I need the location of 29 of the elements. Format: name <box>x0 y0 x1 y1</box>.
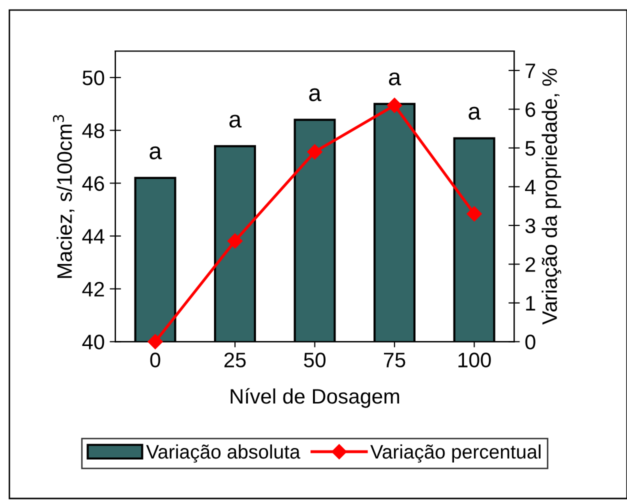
annotation: a <box>388 72 402 86</box>
legend-label: Variação absoluta <box>146 444 300 463</box>
y2-tick-label: 1 <box>526 296 536 310</box>
y-tick-label: 48 <box>82 123 104 138</box>
annotation: a <box>150 146 162 160</box>
y2-tick-label: 4 <box>525 180 536 194</box>
annotation: a <box>468 106 481 120</box>
legend-label: Variação percentual <box>370 444 540 463</box>
y2-tick-label: 0 <box>525 334 536 350</box>
y2-tick-label: 2 <box>526 257 536 272</box>
y-tick-label: 50 <box>82 70 104 86</box>
y2-tick-label: 3 <box>525 218 536 234</box>
x-tick-label: 50 <box>304 352 326 368</box>
y-tick-label: 44 <box>82 229 104 244</box>
y-axis-title: Maciez, s/100cm$^{3}$ <box>52 115 74 278</box>
x-tick-label: 0 <box>150 352 160 368</box>
annotation: a <box>309 88 322 102</box>
annotation: a <box>229 114 242 128</box>
x-tick-label: 100 <box>458 352 491 368</box>
y-tick-label: 46 <box>82 176 104 191</box>
y2-axis-title: Variação da propriedade, % <box>542 68 562 325</box>
x-axis-title: Nível de Dosagem <box>230 388 400 408</box>
y2-tick-label: 6 <box>526 102 536 117</box>
y-tick-label: 42 <box>82 282 104 296</box>
y2-tick-label: 7 <box>526 64 536 78</box>
y2-tick-label: 5 <box>525 141 536 156</box>
x-tick-label: 75 <box>384 352 406 368</box>
y-tick-label: 40 <box>82 334 104 350</box>
x-tick-label: 25 <box>224 352 246 368</box>
